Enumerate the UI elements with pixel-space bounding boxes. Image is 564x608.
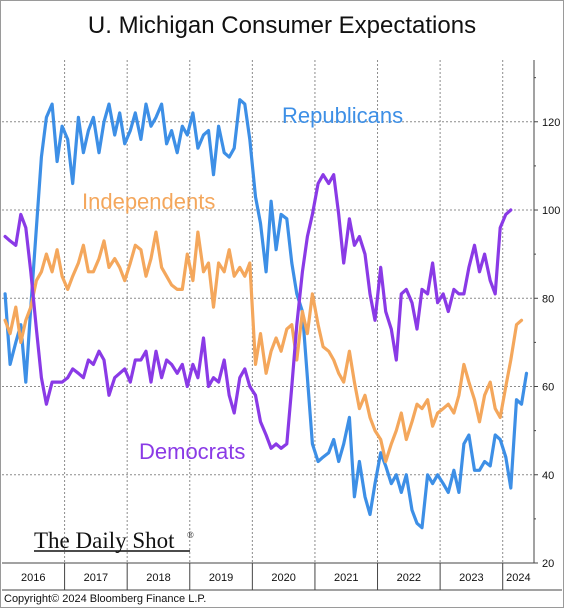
chart-title: U. Michigan Consumer Expectations xyxy=(87,12,477,39)
series-layer xyxy=(3,98,529,530)
series-label-democrats: Democrats xyxy=(139,439,245,464)
series-label-independents: Independents xyxy=(82,189,215,214)
series-line-republicans xyxy=(3,98,529,530)
x-tick-label: 2020 xyxy=(271,572,295,584)
x-tick-label: 2016 xyxy=(21,572,45,584)
series-line-democrats xyxy=(3,173,513,450)
series-labels: Republicans Independents Democrats xyxy=(82,103,403,464)
x-tick-label: 2019 xyxy=(209,572,233,584)
x-tick-label: 2022 xyxy=(397,572,421,584)
y-tick-label: 120 xyxy=(542,117,560,129)
x-tick-label: 2023 xyxy=(459,572,483,584)
x-tick-label: 2017 xyxy=(84,572,108,584)
brand-logo-text: The Daily Shot xyxy=(34,528,175,553)
x-tick-label: 2018 xyxy=(146,572,170,584)
series-label-republicans: Republicans xyxy=(282,103,403,128)
y-tick-label: 60 xyxy=(542,382,554,394)
y-tick-label: 80 xyxy=(542,293,554,305)
brand-logo: The Daily Shot ® xyxy=(34,528,194,553)
y-tick-label: 20 xyxy=(542,558,554,570)
y-tick-label: 100 xyxy=(542,205,560,217)
x-tick-label: 2024 xyxy=(506,572,530,584)
axes: 20 40 60 80 100 120 2016 2017 2018 2019 2020 2021 20… xyxy=(2,60,562,591)
series-line-independents xyxy=(3,230,524,464)
copyright-note: Copyright© 2024 Bloomberg Finance L.P. xyxy=(4,593,207,605)
brand-registered-mark: ® xyxy=(187,530,194,540)
x-tick-label: 2021 xyxy=(334,572,358,584)
y-tick-label: 40 xyxy=(542,470,554,482)
